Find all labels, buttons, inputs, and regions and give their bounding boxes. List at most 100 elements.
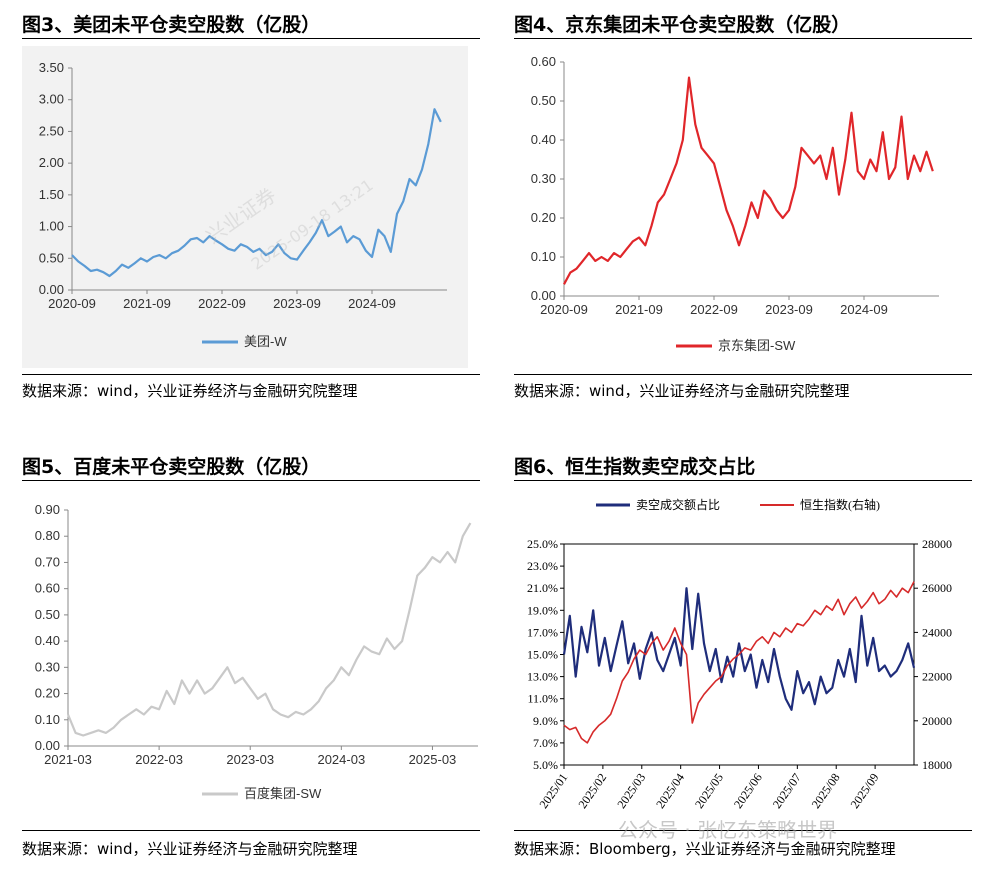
y-tick-label: 21.0%: [527, 581, 558, 595]
x-tick-label: 2021-03: [44, 752, 92, 767]
source-rule-top: [22, 374, 480, 375]
source-rule-top: [514, 830, 972, 831]
title-rule: [514, 480, 972, 481]
x-tick-label: 2025/05: [692, 771, 726, 811]
source-rule-top: [22, 830, 480, 831]
series-line: [562, 587, 916, 711]
chart-panel-jd: 图4、京东集团未平仓卖空股数（亿股） 0.00 0.10 0.20 0.30 0.40 0…: [514, 0, 972, 410]
y2-tick-label: 28000: [922, 537, 952, 551]
x-tick-label: 2024-03: [317, 752, 365, 767]
x-tick-label: 2023-03: [226, 752, 274, 767]
x-tick-label: 2024-09: [840, 302, 888, 317]
source-note: 数据来源：wind，兴业证券经济与金融研究院整理: [22, 840, 358, 858]
series-line: [563, 76, 934, 285]
y-tick-label: 13.0%: [527, 670, 558, 684]
y-tick-label: 0.90: [35, 502, 60, 517]
chart-area: 5.0% 7.0% 9.0% 11.0% 13.0% 15.0% 17.0% 19.0% 21.…: [514, 486, 972, 830]
y-tick-label: 0.00: [39, 282, 64, 297]
series-line: [563, 581, 915, 744]
y-tick-label: 0.10: [35, 712, 60, 727]
legend-label: 美团-W: [244, 334, 287, 349]
chart-panel-baidu: 图5、百度未平仓卖空股数（亿股） 0.00 0.10 0.20 0.30 0.40 0.5…: [22, 450, 480, 860]
x-tick-label: 2021-09: [615, 302, 663, 317]
chart-svg: 5.0% 7.0% 9.0% 11.0% 13.0% 15.0% 17.0% 19.0% 21.…: [527, 497, 952, 811]
title-rule: [22, 38, 480, 39]
y-tick-label: 0.60: [35, 581, 60, 596]
y-tick-label: 0.10: [531, 249, 556, 264]
title-rule: [22, 480, 480, 481]
x-tick-label: 2020-09: [540, 302, 588, 317]
chart-svg: 0.00 0.10 0.20 0.30 0.40 0.50 0.60 2020-09 2021-…: [531, 54, 939, 353]
y-tick-label: 9.0%: [533, 714, 558, 728]
legend-label: 百度集团-SW: [244, 786, 322, 801]
y-tick-label: 0.30: [531, 171, 556, 186]
y-tick-label: 2.50: [39, 123, 64, 138]
y-tick-label: 0.70: [35, 554, 60, 569]
y-tick-label: 3.50: [39, 60, 64, 75]
x-tick-label: 2025-03: [409, 752, 457, 767]
y-tick-label: 15.0%: [527, 648, 558, 662]
chart-area: 0.00 0.10 0.20 0.30 0.40 0.50 0.60 2020-09 2021-…: [514, 46, 960, 368]
y-tick-label: 0.50: [39, 250, 64, 265]
series-line: [71, 108, 442, 278]
x-tick-label: 2025/09: [848, 771, 882, 811]
x-tick-label: 2025/02: [575, 771, 609, 811]
series-line: [66, 522, 472, 737]
y2-tick-label: 26000: [922, 581, 952, 595]
y-tick-label: 0.50: [35, 607, 60, 622]
source-note: 数据来源：wind，兴业证券经济与金融研究院整理: [22, 382, 358, 400]
y-tick-label: 0.50: [531, 93, 556, 108]
chart-title: 图5、百度未平仓卖空股数（亿股）: [22, 456, 321, 478]
x-tick-label: 2024-09: [348, 296, 396, 311]
x-tick-label: 2025/08: [809, 771, 843, 811]
y-tick-label: 5.0%: [533, 758, 558, 772]
x-tick-label: 2025/06: [731, 771, 765, 811]
x-tick-label: 2022-09: [690, 302, 738, 317]
y-tick-label: 0.40: [531, 132, 556, 147]
source-rule-top: [514, 374, 972, 375]
chart-area: 0.00 0.50 1.00 1.50 2.00 2.50 3.00 3.50 2020-09 2…: [22, 46, 468, 368]
y-tick-label: 0.30: [35, 659, 60, 674]
y-tick-label: 23.0%: [527, 559, 558, 573]
y-tick-label: 2.00: [39, 155, 64, 170]
y-tick-label: 19.0%: [527, 603, 558, 617]
title-rule: [514, 38, 972, 39]
chart-title: 图6、恒生指数卖空成交占比: [514, 456, 756, 478]
y-tick-label: 0.00: [35, 738, 60, 753]
chart-panel-meituan: 图3、美团未平仓卖空股数（亿股） 0.00 0.50 1.00 1.50 2.00 2.5…: [22, 0, 480, 410]
legend-label: 卖空成交额占比: [636, 497, 720, 512]
y-tick-label: 7.0%: [533, 736, 558, 750]
y2-tick-label: 22000: [922, 670, 952, 684]
y2-tick-label: 18000: [922, 758, 952, 772]
y2-tick-label: 20000: [922, 714, 952, 728]
x-tick-label: 2022-09: [198, 296, 246, 311]
chart-panel-hsi: 图6、恒生指数卖空成交占比 5.0% 7.0% 9.0% 11.0% 13.0% 15.0…: [514, 450, 972, 860]
y-tick-label: 25.0%: [527, 537, 558, 551]
chart-svg: 0.00 0.10 0.20 0.30 0.40 0.50 0.60 0.70 0.80 0.90…: [35, 502, 478, 801]
y-tick-label: 1.00: [39, 219, 64, 234]
y-tick-label: 0.80: [35, 528, 60, 543]
source-note: 数据来源：Bloomberg，兴业证券经济与金融研究院整理: [514, 840, 896, 858]
y-tick-label: 0.60: [531, 54, 556, 69]
y-tick-label: 0.20: [531, 210, 556, 225]
y-tick-label: 3.00: [39, 92, 64, 107]
legend-label: 京东集团-SW: [718, 338, 796, 353]
y-tick-label: 0.40: [35, 633, 60, 648]
x-tick-label: 2025/01: [536, 771, 570, 811]
chart-title: 图3、美团未平仓卖空股数（亿股）: [22, 14, 321, 36]
watermark-account: 公众号 · 张忆东策略世界: [618, 818, 838, 842]
y-tick-label: 11.0%: [527, 692, 558, 706]
y2-tick-label: 24000: [922, 625, 952, 639]
y-tick-label: 1.50: [39, 187, 64, 202]
x-tick-label: 2021-09: [123, 296, 171, 311]
y-tick-label: 0.00: [531, 288, 556, 303]
x-tick-label: 2022-03: [135, 752, 183, 767]
x-tick-label: 2025/07: [770, 771, 804, 811]
x-tick-label: 2023-09: [765, 302, 813, 317]
source-note: 数据来源：wind，兴业证券经济与金融研究院整理: [514, 382, 850, 400]
y-tick-label: 0.20: [35, 686, 60, 701]
x-tick-label: 2020-09: [48, 296, 96, 311]
y-tick-label: 17.0%: [527, 625, 558, 639]
x-tick-label: 2023-09: [273, 296, 321, 311]
chart-area: 0.00 0.10 0.20 0.30 0.40 0.50 0.60 0.70 0.80 0.90…: [22, 490, 480, 825]
